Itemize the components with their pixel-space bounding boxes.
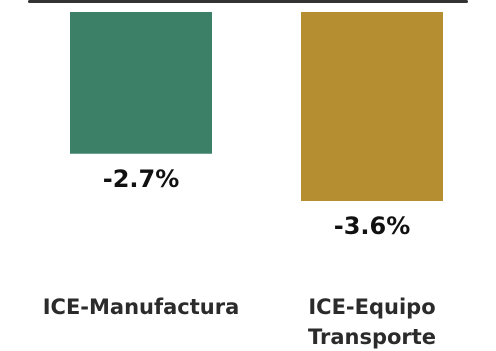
value-label-1: -2.7% <box>103 165 180 193</box>
category-label-1: ICE-Manufactura <box>43 295 240 319</box>
bar-1 <box>70 12 212 154</box>
category-label-1-line-1: ICE-Manufactura <box>43 295 240 319</box>
category-label-2-line-2: Transporte <box>308 325 436 349</box>
bar-2 <box>301 12 443 201</box>
category-label-2-line-1: ICE-Equipo <box>308 295 435 319</box>
bars-group <box>70 12 443 201</box>
category-labels-group: ICE-Manufactura ICE-Equipo Transporte <box>43 295 436 349</box>
value-label-2: -3.6% <box>334 212 411 240</box>
value-labels-group: -2.7% -3.6% <box>103 165 411 240</box>
category-label-2: ICE-Equipo Transporte <box>308 295 436 349</box>
cropped-title-fragment <box>28 0 468 3</box>
